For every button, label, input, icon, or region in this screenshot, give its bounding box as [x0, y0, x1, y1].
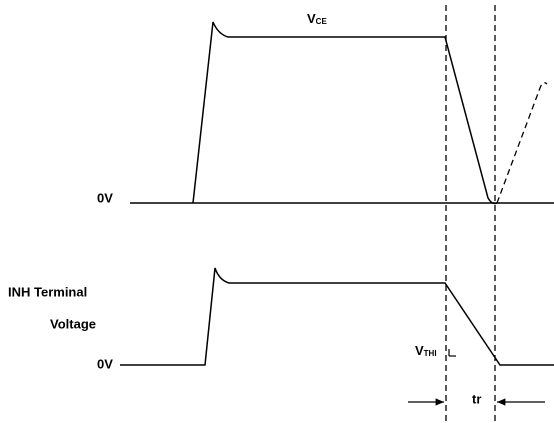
- vce-continuation: [496, 82, 548, 204]
- zero-label: 0V: [97, 190, 113, 205]
- vce-label: VCE: [307, 11, 327, 26]
- threshold-label: VTHI: [415, 343, 437, 358]
- interval-label: tr: [472, 391, 481, 406]
- inh-label: INH Terminal: [8, 284, 87, 299]
- inh-label: Voltage: [50, 316, 96, 331]
- inh-waveform: [120, 267, 554, 366]
- vce-waveform: [192, 21, 498, 205]
- zero-label: 0V: [97, 356, 113, 371]
